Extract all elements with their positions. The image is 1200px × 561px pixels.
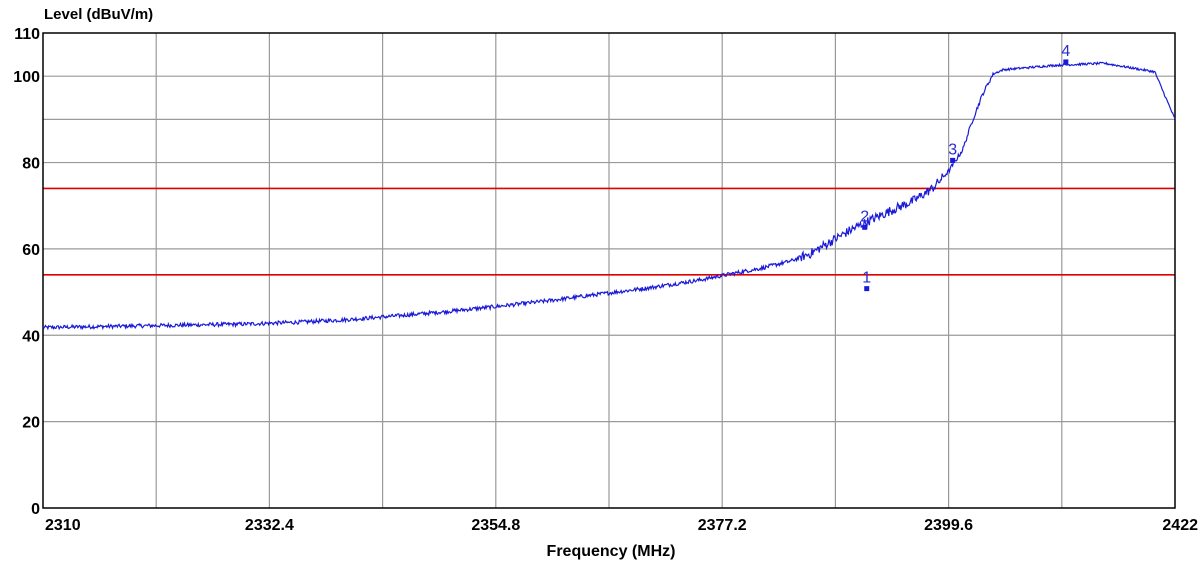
y-tick-label: 80	[22, 156, 40, 173]
series-layer	[42, 61, 1176, 331]
x-tick-label: 2310	[45, 517, 81, 534]
x-tick-label: 2377.2	[698, 517, 747, 534]
x-tick-labels: 2310 2332.4 2354.8 2377.2 2399.6 2422	[45, 517, 1198, 534]
marker-label: 1	[862, 270, 871, 287]
y-tick-label: 40	[22, 328, 40, 345]
plot-frame	[42, 32, 1176, 509]
y-tick-label: 0	[31, 501, 40, 518]
marker-point	[1063, 59, 1069, 65]
series-trace	[42, 61, 1176, 331]
marker-point	[864, 286, 870, 292]
x-tick-label: 2422	[1162, 517, 1198, 534]
y-axis-label: Level (dBuV/m)	[44, 6, 153, 23]
marker-point	[950, 157, 956, 163]
y-tick-labels: 0 20 40 60 80 100 110	[13, 26, 40, 518]
y-tick-label: 100	[13, 69, 40, 86]
marker-layer: 1 2 3 4	[860, 43, 1070, 292]
x-tick-label: 2332.4	[245, 517, 294, 534]
grid-lines	[43, 33, 1175, 508]
y-tick-label: 110	[14, 26, 40, 43]
y-tick-label: 60	[22, 242, 40, 259]
marker-label: 4	[1061, 43, 1070, 60]
marker-label: 2	[860, 208, 869, 225]
x-axis-label: Frequency (MHz)	[547, 543, 676, 560]
marker-point	[862, 224, 868, 230]
x-tick-label: 2399.6	[924, 517, 973, 534]
marker-label: 3	[948, 141, 957, 158]
limit-lines	[43, 187, 1175, 276]
y-tick-label: 20	[22, 415, 40, 432]
x-tick-label: 2354.8	[471, 517, 520, 534]
